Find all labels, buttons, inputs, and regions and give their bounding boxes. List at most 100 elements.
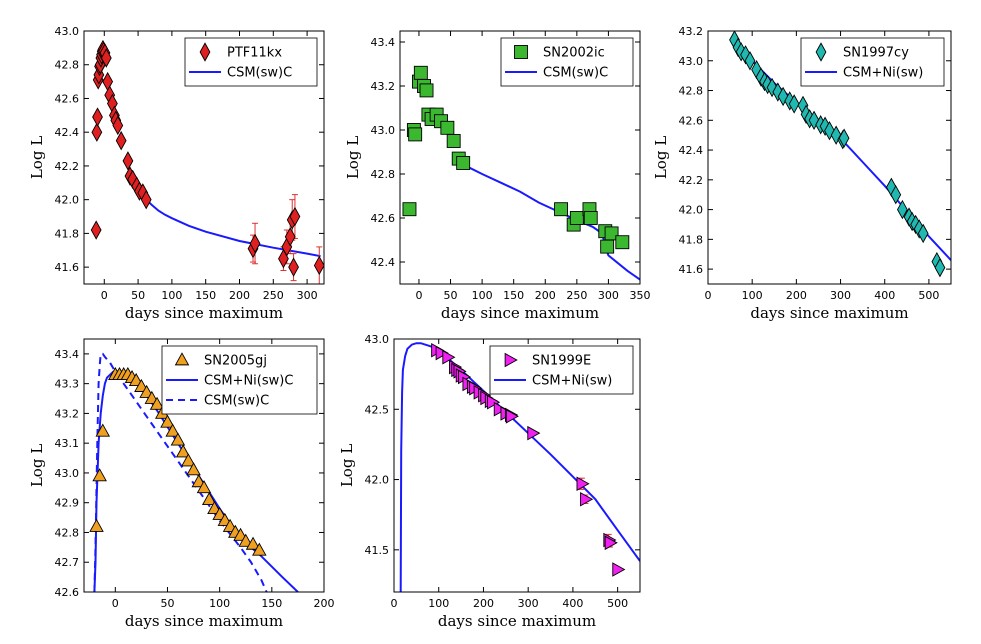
data-point (527, 425, 541, 441)
y-tick-label: 42.0 (55, 194, 80, 207)
y-axis-label: Log L (28, 444, 46, 487)
plot-area (89, 352, 299, 592)
series-line (463, 164, 640, 281)
data-point (830, 125, 842, 145)
x-tick-label: 200 (473, 597, 494, 610)
y-tick-label: 41.8 (679, 233, 704, 246)
data-point (766, 77, 778, 98)
data-point (419, 83, 434, 98)
chart-sn1997cy: 0 100 200 300 400 500 41.6 41.8 42.0 42.2 42.4 42.6… (652, 25, 952, 322)
data-point (102, 71, 114, 92)
legend-label: SN1999E (532, 354, 591, 369)
y-axis-label: Log L (28, 136, 46, 179)
data-point (408, 127, 423, 142)
x-tick-label: 300 (598, 289, 619, 302)
x-tick-label: 0 (705, 289, 712, 302)
plot-frame (83, 338, 325, 593)
x-tick-label: 0 (112, 597, 119, 610)
y-tick-label: 42.2 (679, 174, 704, 187)
legend: SN2002ic CSM(sw)C (500, 37, 634, 87)
y-tick-label: 41.6 (55, 261, 80, 274)
x-tick-label: 150 (503, 289, 524, 302)
legend-label: CSM(sw)C (227, 66, 292, 81)
y-tick-label: 42.6 (55, 92, 80, 105)
plot-frame (393, 338, 641, 593)
x-tick-label: 50 (444, 289, 458, 302)
x-tick-label: 500 (607, 597, 628, 610)
y-tick-label: 42.4 (679, 144, 704, 157)
data-point (917, 223, 929, 244)
data-point (402, 202, 417, 217)
y-tick-label: 42.7 (55, 556, 80, 569)
legend-box (489, 345, 634, 395)
data-point (95, 423, 111, 437)
data-point (160, 414, 175, 428)
x-axis-label: days since maximum (125, 612, 283, 630)
data-point (92, 107, 103, 127)
data-point (824, 121, 835, 141)
data-point (505, 409, 519, 424)
plot-frame (707, 30, 952, 285)
y-tick-label: 43.1 (55, 437, 80, 450)
data-point (744, 51, 756, 71)
data-point (808, 110, 820, 130)
data-point (456, 156, 471, 170)
data-point (92, 468, 107, 482)
x-tick-label: 0 (391, 597, 398, 610)
y-tick-label: 42.6 (371, 212, 396, 225)
data-point (284, 227, 296, 247)
chart-sn2005gj: 0 50 100 150 200 42.6 42.7 42.8 42.9 43.0 43.1 43.2… (28, 338, 335, 630)
data-point (122, 151, 134, 171)
x-tick-label: 100 (472, 289, 493, 302)
y-tick-label: 42.0 (679, 204, 704, 217)
chart-sn2002ic: 0 50 100 150 200 250 300 350 42.4 42.6 42.8 43.0 43.… (344, 30, 651, 322)
x-tick-label: 200 (314, 597, 335, 610)
chart-sn1999e: 0 100 200 300 400 500 41.5 42.0 42.5 43.0 days sin… (338, 333, 641, 630)
legend-label: CSM+Ni(sw) (843, 66, 923, 81)
legend-label: CSM+Ni(sw) (532, 374, 612, 389)
data-point (612, 562, 626, 577)
x-axis-label: days since maximum (750, 304, 908, 322)
data-point (569, 211, 584, 225)
data-point (890, 185, 902, 205)
x-tick-label: 150 (195, 289, 216, 302)
legend-marker (815, 42, 827, 62)
legend-marker (174, 352, 190, 366)
legend-marker (504, 352, 518, 368)
data-point (615, 235, 630, 250)
data-point (115, 130, 127, 151)
data-point (249, 233, 261, 254)
data-point (238, 533, 254, 547)
x-tick-label: 350 (630, 289, 651, 302)
y-axis-label: Log L (344, 136, 362, 179)
x-tick-label: 100 (742, 289, 763, 302)
y-tick-label: 42.0 (365, 474, 390, 487)
data-point (493, 402, 507, 417)
data-point (604, 535, 618, 551)
legend-label: PTF11kx (227, 46, 282, 61)
series-line (93, 352, 268, 592)
data-point (788, 94, 800, 114)
x-tick-label: 300 (830, 289, 851, 302)
y-tick-label: 43.0 (371, 124, 396, 137)
data-point (165, 423, 180, 437)
x-tick-label: 300 (297, 289, 318, 302)
x-axis-label: days since maximum (441, 304, 599, 322)
x-tick-label: 200 (229, 289, 250, 302)
plot-area (399, 342, 640, 592)
legend-label: SN2005gj (204, 354, 267, 369)
x-tick-label: 300 (518, 597, 539, 610)
data-point (252, 542, 267, 556)
x-tick-label: 100 (161, 289, 182, 302)
x-tick-label: 400 (874, 289, 895, 302)
legend-label: SN2002ic (543, 46, 605, 61)
y-tick-label: 42.5 (365, 403, 390, 416)
x-tick-label: 50 (160, 597, 174, 610)
legend-box (800, 37, 945, 87)
data-point (186, 462, 201, 476)
y-tick-label: 41.5 (365, 544, 390, 557)
y-tick-label: 42.2 (55, 160, 80, 173)
x-tick-label: 50 (131, 289, 145, 302)
y-tick-label: 43.3 (55, 378, 80, 391)
y-tick-label: 43.4 (55, 348, 80, 361)
